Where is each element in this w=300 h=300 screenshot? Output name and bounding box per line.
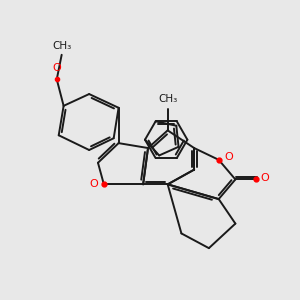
- Text: CH₃: CH₃: [158, 94, 177, 104]
- Text: O: O: [260, 173, 269, 183]
- Text: CH₃: CH₃: [52, 41, 72, 51]
- Text: O: O: [52, 63, 61, 73]
- Text: O: O: [225, 152, 233, 162]
- Text: O: O: [89, 179, 98, 189]
